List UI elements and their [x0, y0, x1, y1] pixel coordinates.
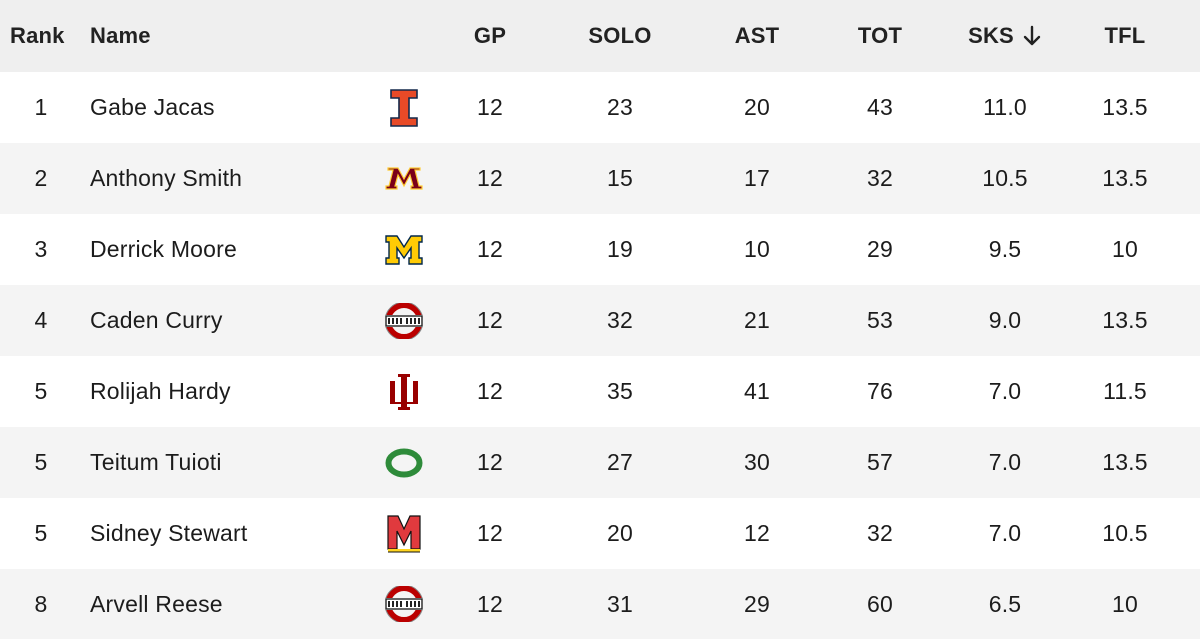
column-header-tfl[interactable]: TFL [1104, 23, 1146, 48]
rank-cell: 8 [34, 590, 48, 617]
sks-cell: 10.5 [982, 165, 1028, 191]
gp-cell: 12 [477, 236, 503, 262]
column-header-gp[interactable]: GP [473, 23, 507, 48]
solo-cell: 27 [607, 449, 633, 475]
tot-cell: 57 [867, 449, 893, 475]
gp-cell: 12 [477, 94, 503, 120]
tfl-cell: 10 [1112, 236, 1138, 262]
gp-cell: 12 [477, 378, 503, 404]
ast-cell: 10 [744, 236, 770, 262]
column-header-name[interactable]: Name [90, 23, 151, 48]
player-name[interactable]: Arvell Reese [90, 590, 223, 617]
tot-cell: 32 [867, 520, 893, 546]
ast-cell: 41 [744, 378, 770, 404]
michigan-logo-icon[interactable] [384, 214, 424, 285]
player-name[interactable]: Rolijah Hardy [90, 378, 231, 404]
player-name[interactable]: Caden Curry [90, 307, 223, 333]
ast-cell: 12 [744, 520, 770, 546]
sks-cell: 9.5 [988, 236, 1022, 262]
solo-cell: 35 [607, 378, 633, 404]
column-header-tot[interactable]: TOT [857, 23, 903, 48]
table-row: 3 Derrick Moore 12 19 10 29 9.5 10 [0, 214, 1200, 285]
ohio-state-logo-icon[interactable] [384, 569, 424, 639]
table-header: Rank Name GP SOLO AST TOT SKS TFL [0, 0, 1200, 73]
player-name[interactable]: Anthony Smith [90, 165, 243, 191]
column-header-ast[interactable]: AST [734, 23, 780, 48]
tot-cell: 32 [867, 165, 893, 191]
table-row: 4 Caden Curry 12 32 21 53 9.0 13.5 [0, 285, 1200, 356]
tot-cell: 43 [867, 94, 893, 120]
oregon-logo-icon[interactable] [384, 427, 424, 498]
tfl-cell: 13.5 [1102, 307, 1148, 333]
column-header-rank[interactable]: Rank [10, 23, 65, 48]
sks-cell: 9.0 [988, 307, 1022, 333]
tfl-cell: 10.5 [1102, 520, 1148, 546]
rank-cell: 5 [34, 449, 48, 475]
tot-cell: 60 [867, 590, 893, 617]
player-name[interactable]: Derrick Moore [90, 236, 238, 262]
sks-cell: 7.0 [988, 378, 1022, 404]
column-header-solo[interactable]: SOLO [588, 23, 652, 48]
column-header-sks-label: SKS [968, 23, 1014, 48]
ast-cell: 30 [744, 449, 770, 475]
rank-cell: 3 [34, 236, 48, 262]
ohio-state-logo-icon[interactable] [384, 285, 424, 356]
gp-cell: 12 [477, 307, 503, 333]
tot-cell: 53 [867, 307, 893, 333]
tfl-cell: 13.5 [1102, 165, 1148, 191]
rank-cell: 5 [34, 378, 48, 404]
sks-cell: 6.5 [988, 590, 1022, 617]
gp-cell: 12 [477, 590, 503, 617]
ast-cell: 29 [744, 590, 770, 617]
ast-cell: 20 [744, 94, 770, 120]
gp-cell: 12 [477, 165, 503, 191]
tot-cell: 76 [867, 378, 893, 404]
tfl-cell: 10 [1112, 590, 1138, 617]
maryland-logo-icon[interactable] [384, 498, 424, 569]
table-row: 2 Anthony Smith 12 15 17 32 10.5 13.5 [0, 143, 1200, 214]
arrow-down-icon [1022, 25, 1042, 47]
column-header-sks[interactable]: SKS [950, 0, 1060, 72]
tfl-cell: 13.5 [1102, 94, 1148, 120]
rank-cell: 5 [34, 520, 48, 546]
table-row: 5 Rolijah Hardy 12 35 41 76 7.0 11.5 [0, 356, 1200, 427]
ast-cell: 17 [744, 165, 770, 191]
rank-cell: 1 [34, 94, 48, 120]
sks-cell: 7.0 [988, 449, 1022, 475]
solo-cell: 31 [607, 590, 633, 617]
illinois-logo-icon[interactable] [384, 72, 424, 143]
indiana-logo-icon[interactable] [384, 356, 424, 427]
player-name[interactable]: Sidney Stewart [90, 520, 248, 546]
solo-cell: 19 [607, 236, 633, 262]
table-row: 5 Teitum Tuioti 12 27 30 57 7.0 13.5 [0, 427, 1200, 498]
sks-cell: 7.0 [988, 520, 1022, 546]
table-row: 1 Gabe Jacas 12 23 20 43 11.0 13.5 [0, 72, 1200, 143]
rank-cell: 4 [34, 307, 48, 333]
sks-cell: 11.0 [983, 94, 1027, 120]
tfl-cell: 11.5 [1103, 378, 1147, 404]
solo-cell: 32 [607, 307, 633, 333]
gp-cell: 12 [477, 449, 503, 475]
player-name[interactable]: Teitum Tuioti [90, 449, 222, 475]
table-row: 5 Sidney Stewart 12 20 12 32 7.0 10.5 [0, 498, 1200, 569]
table-row: 8 Arvell Reese 12 31 29 60 6.5 10 [0, 569, 1200, 639]
ast-cell: 21 [744, 307, 770, 333]
tfl-cell: 13.5 [1102, 449, 1148, 475]
solo-cell: 15 [607, 165, 633, 191]
solo-cell: 23 [607, 94, 633, 120]
gp-cell: 12 [477, 520, 503, 546]
solo-cell: 20 [607, 520, 633, 546]
player-name[interactable]: Gabe Jacas [90, 94, 215, 120]
tot-cell: 29 [867, 236, 893, 262]
minnesota-logo-icon[interactable] [384, 143, 424, 214]
rank-cell: 2 [34, 165, 48, 191]
